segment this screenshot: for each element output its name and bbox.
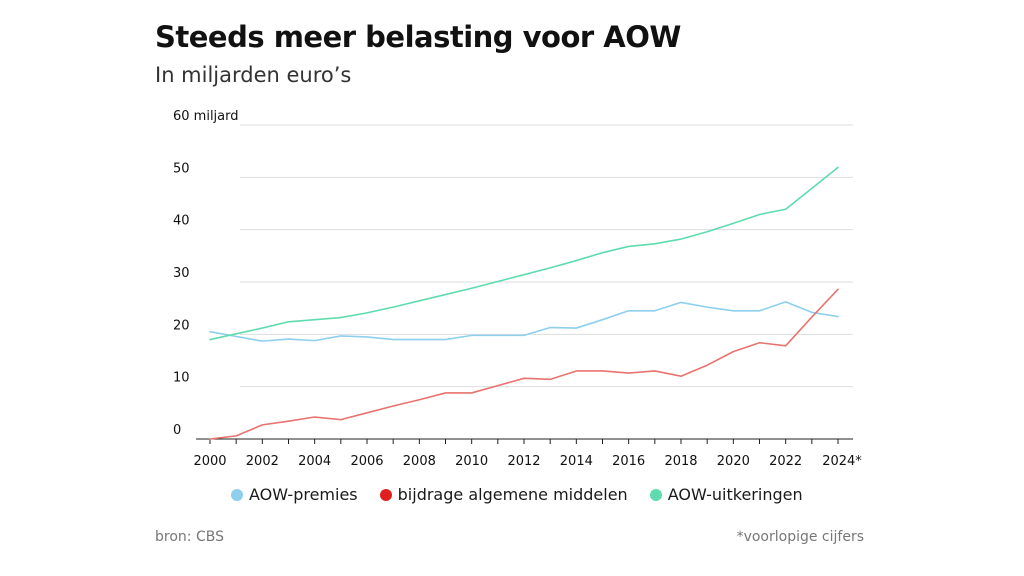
x-tick-label: 2006 bbox=[350, 454, 383, 469]
series-line-aow-premies bbox=[209, 301, 839, 342]
x-tick-label: 2018 bbox=[664, 454, 697, 469]
legend-dot-aow-uitkeringen bbox=[649, 488, 662, 501]
x-tick-label: 2002 bbox=[246, 454, 279, 469]
legend-dot-bijdrage bbox=[379, 488, 392, 501]
chart-subtitle: In miljarden euro’s bbox=[155, 63, 352, 87]
x-tick-label: 2022 bbox=[769, 454, 802, 469]
y-tick-label: 0 bbox=[173, 423, 181, 438]
legend-label-aow-premies: AOW-premies bbox=[249, 485, 358, 504]
legend-item-aow-uitkeringen[interactable]: AOW-uitkeringen bbox=[649, 485, 803, 504]
legend-item-aow-premies[interactable]: AOW-premies bbox=[231, 485, 358, 504]
chart-title: Steeds meer belasting voor AOW bbox=[155, 20, 681, 54]
legend-label-bijdrage: bijdrage algemene middelen bbox=[397, 485, 628, 504]
footnote: *voorlopige cijfers bbox=[736, 529, 864, 545]
series-line-bijdrage-algemene-middelen bbox=[209, 288, 839, 440]
x-tick-label: 2008 bbox=[403, 454, 436, 469]
source-note: bron: CBS bbox=[155, 529, 224, 545]
series-line-aow-uitkeringen bbox=[209, 166, 839, 341]
x-tick-label: 2000 bbox=[193, 454, 226, 469]
legend-dot-aow-premies bbox=[231, 488, 243, 501]
chart-legend: AOW-premies bijdrage algemene middelen A… bbox=[231, 485, 803, 504]
y-tick-label: 10 bbox=[173, 371, 190, 386]
y-tick-label: 40 bbox=[173, 214, 190, 229]
y-tick-label: 60 miljard bbox=[173, 109, 239, 124]
x-tick-label: 2010 bbox=[455, 454, 488, 469]
legend-item-bijdrage[interactable]: bijdrage algemene middelen bbox=[379, 485, 628, 504]
legend-label-aow-uitkeringen: AOW-uitkeringen bbox=[667, 485, 803, 504]
y-tick-label: 50 bbox=[173, 161, 190, 176]
x-tick-label: 2024* bbox=[822, 454, 862, 469]
x-tick-label: 2020 bbox=[717, 454, 750, 469]
x-tick-label: 2004 bbox=[298, 454, 331, 469]
x-tick-label: 2016 bbox=[612, 454, 645, 469]
y-tick-label: 30 bbox=[173, 266, 190, 281]
x-tick-label: 2012 bbox=[507, 454, 540, 469]
y-tick-label: 20 bbox=[173, 318, 190, 333]
x-tick-label: 2014 bbox=[560, 454, 593, 469]
